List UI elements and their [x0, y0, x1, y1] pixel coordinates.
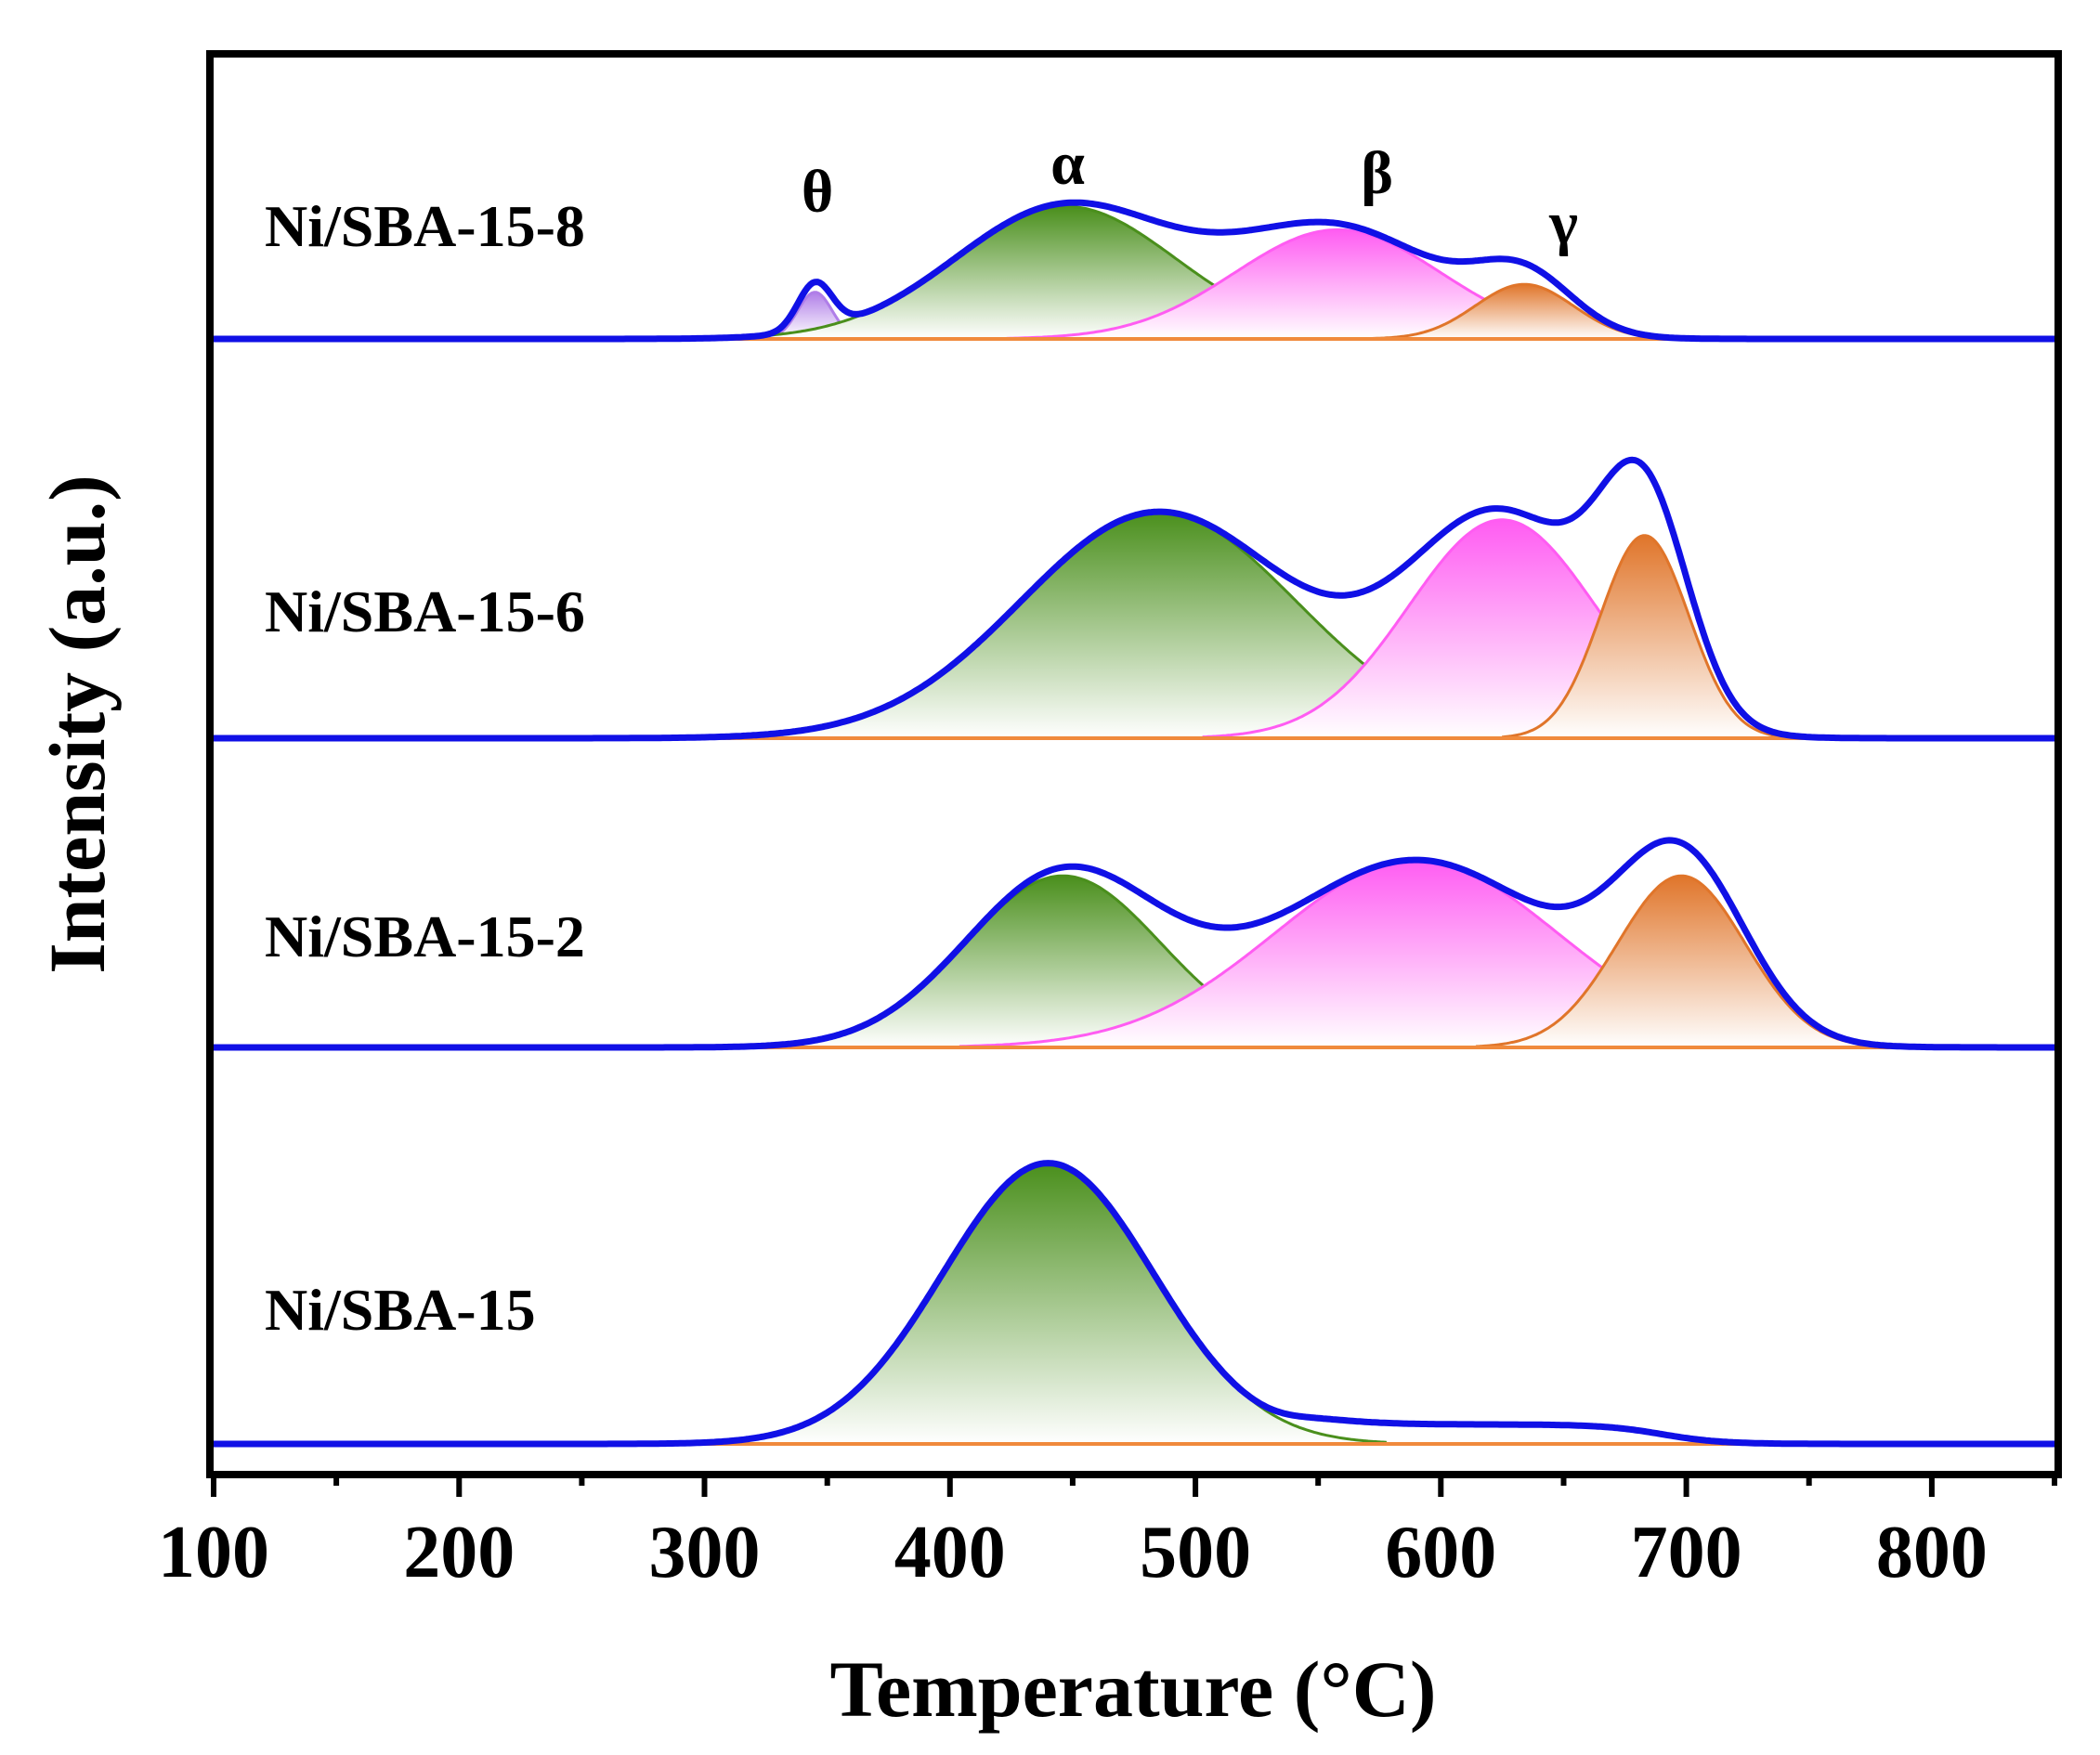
peak-label-alpha: α [1050, 130, 1085, 198]
ni-sba-15-peak-alpha [709, 1162, 1389, 1446]
ni-sba-15-2-label: Ni/SBA-15-2 [265, 904, 585, 969]
x-axis-title: Temperature (°C) [830, 1644, 1437, 1734]
y-axis-title: Intensity (a.u.) [33, 474, 122, 974]
ni-sba-15-label: Ni/SBA-15 [265, 1277, 536, 1343]
ni-sba-15-6-label: Ni/SBA-15-6 [265, 578, 585, 644]
peak-label-beta: β [1361, 139, 1393, 207]
ni-sba-15-6-envelope [213, 456, 2055, 742]
x-tick-label: 300 [649, 1512, 761, 1593]
plot-frame [206, 50, 2062, 1478]
x-tick-label: 400 [894, 1512, 1006, 1593]
curves-layer [213, 199, 2055, 1448]
labels-layer: Ni/SBA-15-8 Ni/SBA-15-6 Ni/SBA-15-2 Ni/SBA-… [158, 130, 1988, 1593]
x-tick-label: 200 [403, 1512, 515, 1593]
ni-sba-15-envelope [213, 1160, 2055, 1448]
x-tick-label: 100 [158, 1512, 269, 1593]
x-tick-label: 600 [1385, 1512, 1496, 1593]
peak-label-theta: θ [802, 158, 833, 226]
peak-label-gamma: γ [1548, 189, 1578, 257]
ni-sba-15-2-envelope [213, 837, 2055, 1051]
x-tick-label: 500 [1140, 1512, 1251, 1593]
ni-sba-15-8-envelope [213, 199, 2055, 343]
x-tick-label: 800 [1876, 1512, 1988, 1593]
ni-sba-15-6-peak-gamma [1502, 534, 1789, 740]
x-tick-label: 700 [1631, 1512, 1742, 1593]
ni-sba-15-8-label: Ni/SBA-15-8 [265, 193, 585, 259]
